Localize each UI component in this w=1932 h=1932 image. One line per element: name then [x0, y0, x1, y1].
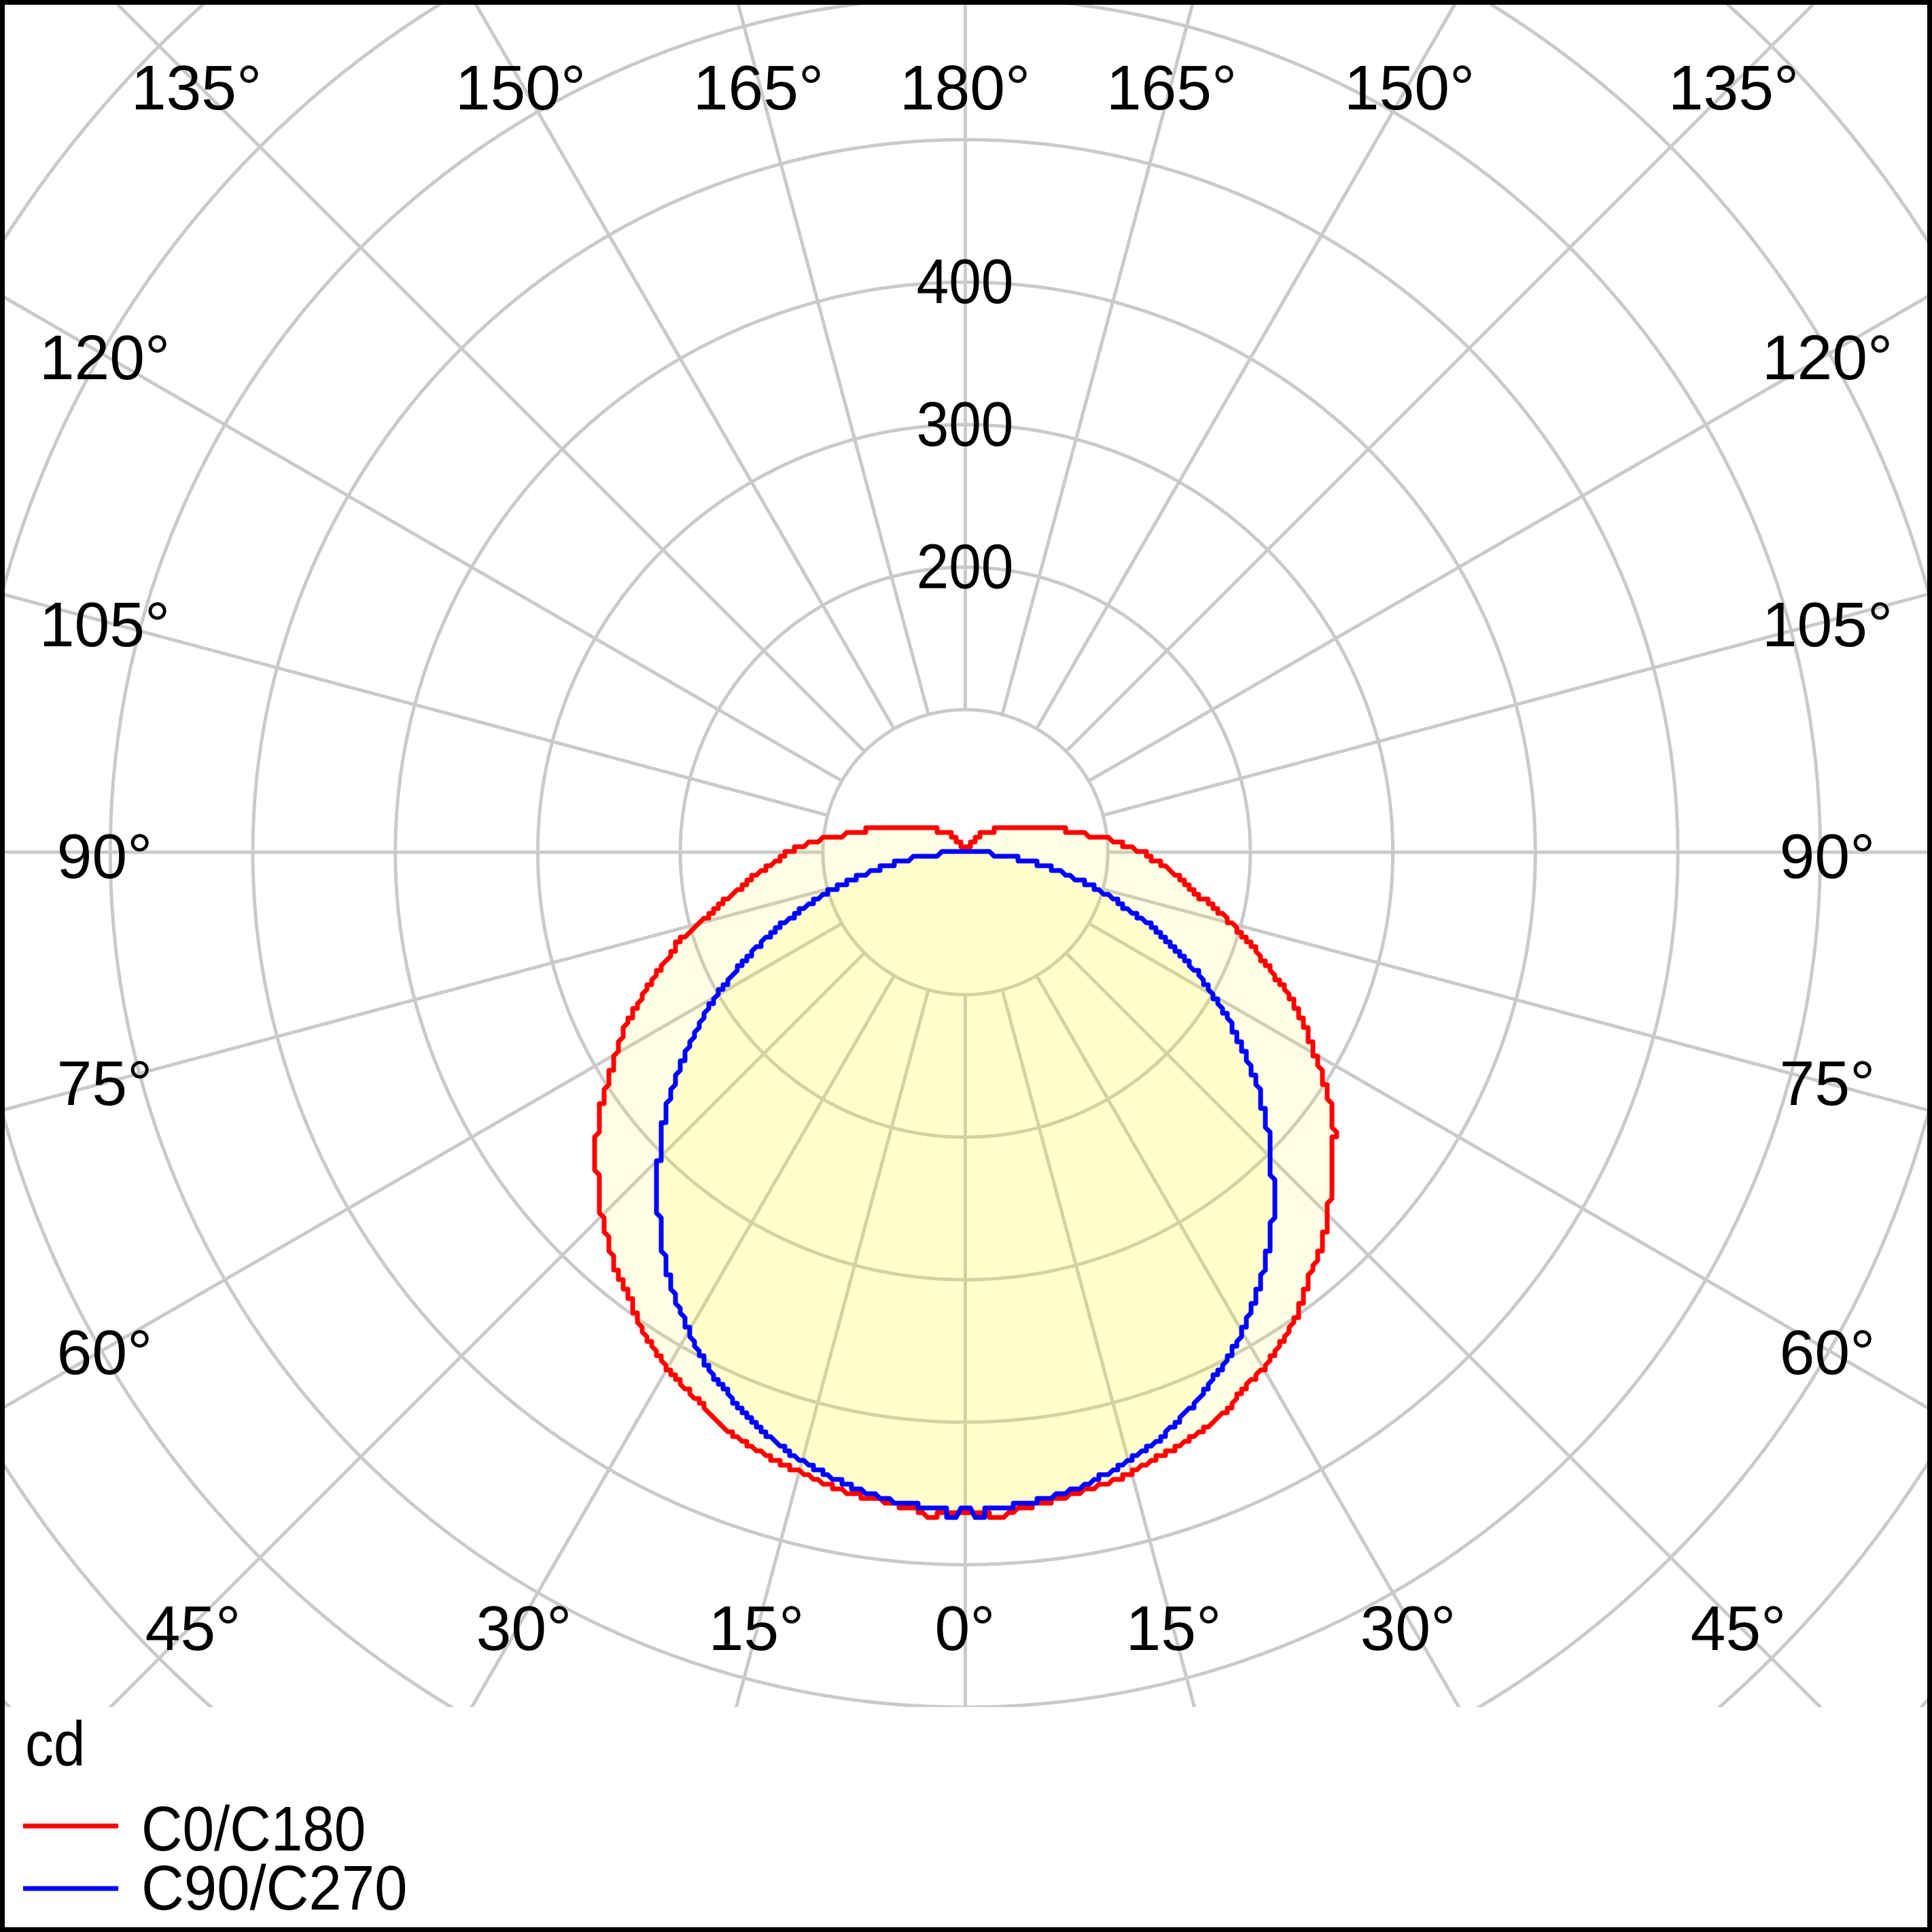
svg-text:400: 400 — [917, 246, 1014, 317]
svg-text:15°: 15° — [709, 1593, 805, 1664]
svg-text:60°: 60° — [1780, 1317, 1876, 1388]
svg-text:cd: cd — [25, 1708, 85, 1779]
svg-text:135°: 135° — [1668, 52, 1799, 123]
svg-text:45°: 45° — [145, 1593, 241, 1664]
svg-text:30°: 30° — [476, 1593, 572, 1664]
svg-text:120°: 120° — [1762, 322, 1893, 393]
svg-text:165°: 165° — [1106, 52, 1237, 123]
svg-text:180°: 180° — [900, 52, 1030, 123]
svg-text:135°: 135° — [131, 52, 262, 123]
svg-text:C90/C270: C90/C270 — [141, 1853, 408, 1923]
svg-text:300: 300 — [917, 389, 1014, 459]
svg-text:165°: 165° — [693, 52, 824, 123]
svg-text:45°: 45° — [1691, 1593, 1787, 1664]
svg-text:60°: 60° — [57, 1317, 153, 1388]
svg-text:105°: 105° — [39, 589, 170, 660]
svg-text:30°: 30° — [1360, 1593, 1456, 1664]
svg-text:120°: 120° — [39, 322, 170, 393]
svg-text:90°: 90° — [57, 821, 153, 892]
svg-text:105°: 105° — [1762, 589, 1893, 660]
svg-text:200: 200 — [917, 531, 1014, 601]
svg-text:90°: 90° — [1780, 821, 1876, 892]
svg-text:150°: 150° — [1344, 52, 1475, 123]
svg-text:75°: 75° — [57, 1048, 153, 1119]
svg-text:150°: 150° — [455, 52, 586, 123]
svg-text:C0/C180: C0/C180 — [141, 1793, 366, 1864]
svg-text:0°: 0° — [935, 1593, 996, 1664]
svg-text:15°: 15° — [1126, 1593, 1222, 1664]
svg-text:75°: 75° — [1780, 1048, 1876, 1119]
